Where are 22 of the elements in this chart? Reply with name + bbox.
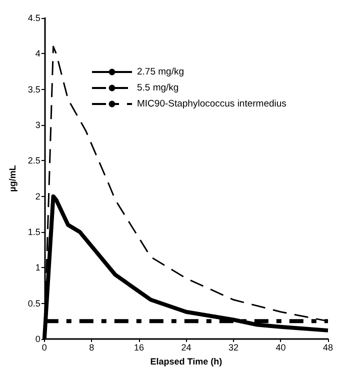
- y-tick-label: 1.5: [28, 227, 40, 237]
- x-tick-label: 24: [181, 342, 192, 352]
- y-tick-label: 4.5: [28, 13, 40, 23]
- x-tick-label: 40: [276, 342, 286, 352]
- x-tick-label: 8: [89, 342, 94, 352]
- y-axis-title: µg/mL: [8, 164, 18, 192]
- y-tick-label: 3.5: [28, 84, 40, 94]
- x-tick-label: 48: [322, 342, 334, 352]
- y-tick-label: 3: [35, 120, 40, 130]
- y-tick-label: 2.5: [28, 156, 40, 166]
- y-tick-label: 2: [35, 191, 40, 202]
- y-tick-label: 4: [35, 48, 40, 59]
- x-tick-label: 0: [42, 342, 47, 352]
- y-tick-label: 1: [35, 262, 40, 273]
- legend-label: MIC90-Staphylococcus intermedius: [137, 98, 287, 110]
- x-axis-title: Elapsed Time (h): [150, 356, 222, 366]
- x-tick-label: 16: [134, 342, 144, 352]
- legend-label: 5.5 mg/kg: [137, 82, 179, 94]
- x-tick-label: 32: [228, 342, 238, 352]
- legend-label: 2.75 mg/kg: [137, 66, 184, 78]
- y-tick-label: 0: [35, 334, 40, 344]
- y-tick-label: 0.5: [28, 298, 40, 308]
